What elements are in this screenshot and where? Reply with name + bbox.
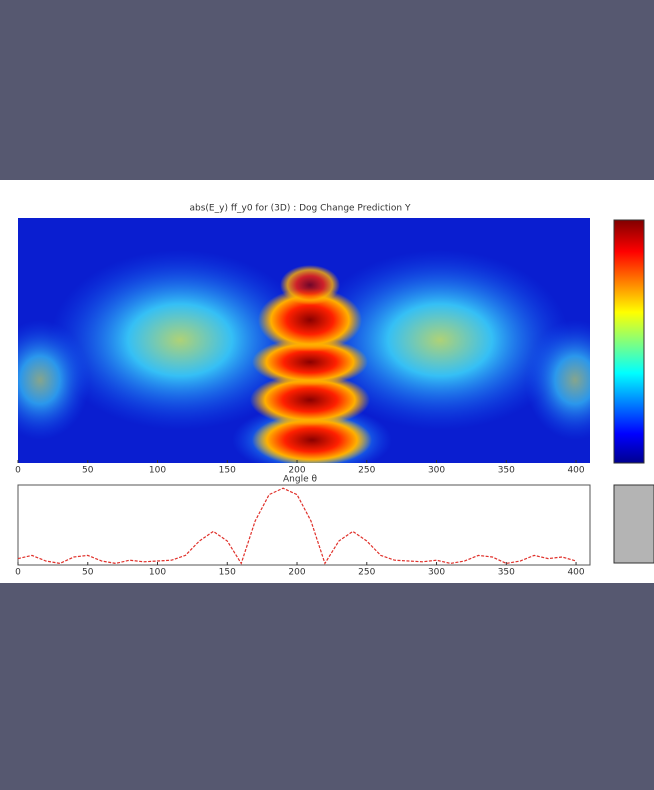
x-tick-label: 100 bbox=[149, 568, 166, 578]
colorbar bbox=[614, 220, 644, 463]
x-tick-label: 300 bbox=[428, 466, 445, 476]
x-axis-label: Angle θ bbox=[283, 475, 317, 485]
legend-box bbox=[614, 485, 654, 563]
x-tick-label: 350 bbox=[498, 568, 515, 578]
x-tick-label: 200 bbox=[288, 568, 305, 578]
x-tick-label: 400 bbox=[567, 568, 584, 578]
page: abs(E_y) ff_y0 for (3D) : Dog Change Pre… bbox=[0, 0, 654, 786]
x-tick-label: 250 bbox=[358, 568, 375, 578]
x-tick-label: 50 bbox=[82, 568, 94, 578]
x-tick-label: 0 bbox=[15, 466, 21, 476]
x-tick-label: 100 bbox=[149, 466, 166, 476]
x-tick-label: 250 bbox=[358, 466, 375, 476]
heatmap bbox=[0, 218, 625, 475]
x-tick-label: 400 bbox=[567, 466, 584, 476]
chart-title: abs(E_y) ff_y0 for (3D) : Dog Change Pre… bbox=[190, 204, 411, 214]
x-tick-label: 200 bbox=[288, 466, 305, 476]
x-tick-label: 350 bbox=[498, 466, 515, 476]
screen: abs(E_y) ff_y0 for (3D) : Dog Change Pre… bbox=[0, 0, 654, 786]
x-tick-label: 0 bbox=[15, 568, 21, 578]
x-tick-label: 150 bbox=[219, 466, 236, 476]
x-tick-label: 150 bbox=[219, 568, 236, 578]
x-tick-label: 50 bbox=[82, 466, 94, 476]
x-tick-label: 300 bbox=[428, 568, 445, 578]
